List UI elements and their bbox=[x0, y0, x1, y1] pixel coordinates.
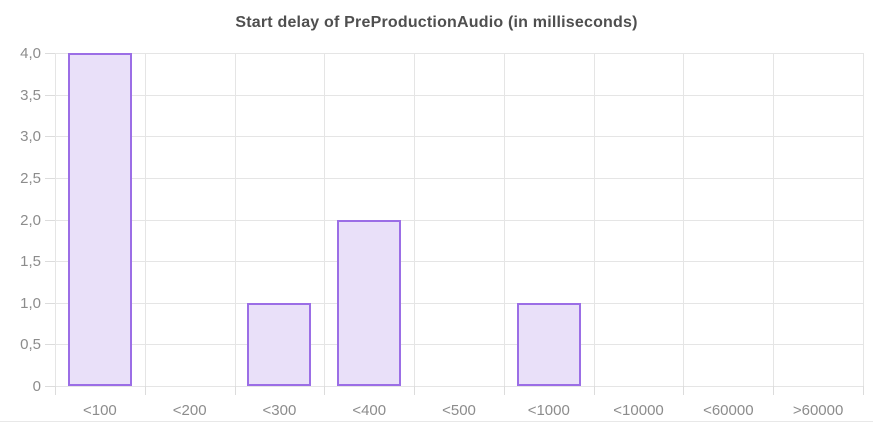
gridline-horizontal bbox=[55, 177, 863, 179]
histogram-bar-<400[interactable] bbox=[337, 219, 402, 386]
x-axis-tick-mark bbox=[863, 386, 864, 395]
y-axis-tick-mark bbox=[45, 344, 55, 346]
y-axis-tick-label: 2,5 bbox=[20, 169, 41, 187]
y-axis-tick-mark bbox=[45, 136, 55, 138]
gridline-vertical bbox=[503, 53, 505, 386]
y-axis-tick-label: 1,5 bbox=[20, 253, 41, 271]
gridline-vertical bbox=[683, 53, 685, 386]
x-axis-tick-label: <500 bbox=[442, 402, 476, 419]
x-axis-tick-label: <200 bbox=[172, 402, 207, 419]
y-axis-tick-mark bbox=[45, 94, 55, 96]
x-axis-tick-label: <60000 bbox=[703, 402, 754, 419]
x-axis-tick-mark bbox=[503, 386, 505, 395]
gridline-vertical bbox=[234, 53, 236, 386]
gridline-vertical bbox=[414, 53, 416, 386]
gridline-horizontal bbox=[55, 136, 863, 138]
x-axis-tick-label: <1000 bbox=[527, 402, 570, 419]
x-axis-tick-mark bbox=[234, 386, 236, 395]
gridline-horizontal bbox=[55, 53, 863, 54]
gridline-horizontal bbox=[55, 302, 863, 304]
histogram-bar-<1000[interactable] bbox=[516, 302, 581, 386]
y-axis-tick-label: 3,5 bbox=[20, 86, 41, 104]
plot-area bbox=[55, 53, 864, 387]
gridline-vertical bbox=[593, 53, 595, 386]
gridline-vertical bbox=[863, 53, 864, 386]
gridline-horizontal bbox=[55, 261, 863, 263]
x-axis-tick-mark bbox=[144, 386, 146, 395]
y-axis-tick-label: 2,0 bbox=[20, 211, 41, 229]
x-axis-tick-mark bbox=[414, 386, 416, 395]
gridline-vertical bbox=[773, 53, 775, 386]
y-axis-tick-mark bbox=[45, 219, 55, 221]
y-axis-tick-label: 4,0 bbox=[20, 45, 41, 62]
y-axis-tick-label: 0 bbox=[32, 378, 41, 395]
y-axis-tick-mark bbox=[45, 302, 55, 304]
x-axis-tick-mark bbox=[593, 386, 595, 395]
y-axis-tick-label: 0,5 bbox=[20, 336, 41, 354]
gridline-vertical bbox=[324, 53, 326, 386]
gridline-vertical bbox=[144, 53, 146, 386]
x-axis-tick-mark bbox=[773, 386, 775, 395]
x-axis-tick-label: <10000 bbox=[613, 402, 664, 419]
gridline-horizontal bbox=[55, 94, 863, 96]
gridline-horizontal bbox=[55, 344, 863, 346]
x-axis-tick-label: <300 bbox=[262, 402, 297, 419]
gridline-horizontal bbox=[55, 386, 863, 387]
chart-title: Start delay of PreProductionAudio (in mi… bbox=[235, 14, 638, 31]
y-axis-tick-label: 1,0 bbox=[20, 294, 41, 312]
x-axis-tick-label: <100 bbox=[82, 402, 117, 419]
panel-bottom-divider bbox=[0, 421, 873, 422]
x-axis-tick-label: <400 bbox=[352, 402, 387, 419]
x-axis-tick-label: >60000 bbox=[792, 402, 844, 419]
y-axis-tick-mark bbox=[45, 53, 55, 54]
x-axis-tick-mark bbox=[324, 386, 326, 395]
y-axis-tick-mark bbox=[45, 261, 55, 263]
histogram-bar-<300[interactable] bbox=[247, 302, 312, 386]
x-axis-tick-mark bbox=[55, 386, 56, 395]
gridline-vertical bbox=[55, 53, 56, 386]
gridline-horizontal bbox=[55, 219, 863, 221]
y-axis-tick-mark bbox=[45, 177, 55, 179]
x-axis-tick-mark bbox=[683, 386, 685, 395]
y-axis-tick-label: 3,0 bbox=[20, 128, 41, 146]
histogram-bar-<100[interactable] bbox=[67, 53, 132, 386]
y-axis-tick-mark bbox=[45, 386, 55, 387]
